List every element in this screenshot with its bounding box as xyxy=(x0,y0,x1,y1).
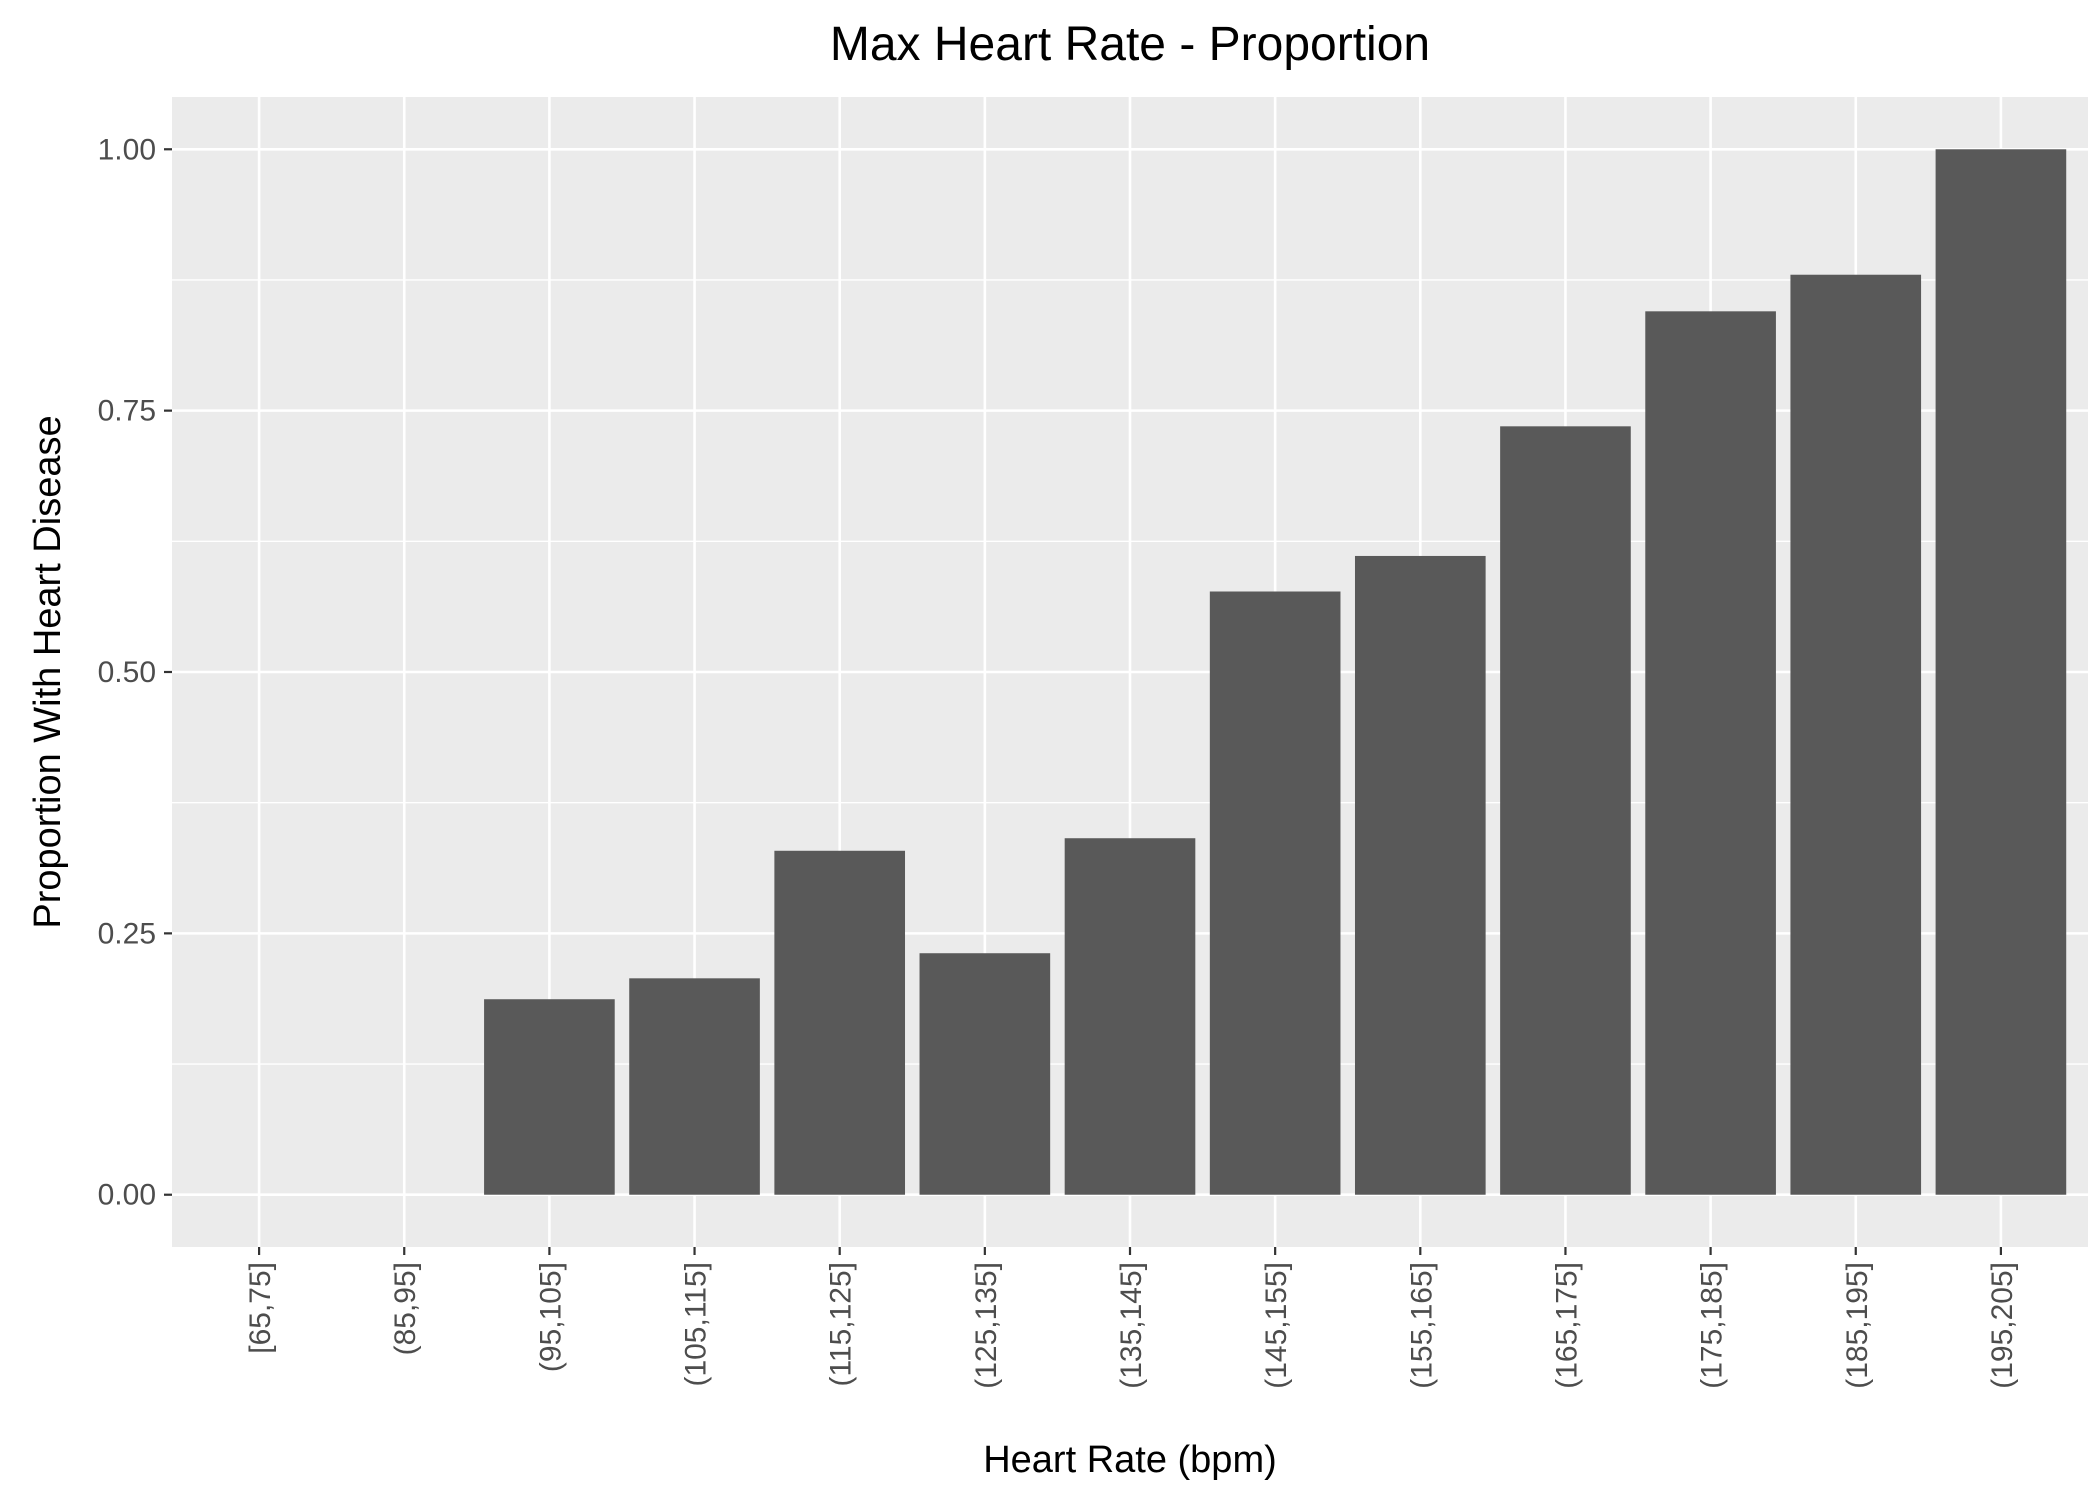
x-axis-title: Heart Rate (bpm) xyxy=(983,1439,1277,1481)
bar xyxy=(1354,555,1486,1195)
x-tick-label: (115,125] xyxy=(825,1262,858,1387)
bars xyxy=(484,149,2067,1195)
bar xyxy=(1645,311,1776,1195)
x-tick-label: (125,135] xyxy=(970,1262,1003,1389)
x-tick-label: (95,105] xyxy=(534,1262,567,1372)
x-tick-label: (175,185] xyxy=(1696,1262,1729,1389)
chart-title: Max Heart Rate - Proportion xyxy=(830,18,1430,71)
x-tick-label: [65,75] xyxy=(244,1262,277,1354)
x-tick-label: (155,165] xyxy=(1405,1262,1438,1389)
bar xyxy=(774,850,906,1195)
bar xyxy=(1064,838,1196,1195)
bar xyxy=(1935,149,2067,1195)
bar xyxy=(919,953,1051,1195)
x-tick-label: (145,155] xyxy=(1260,1262,1293,1389)
bar xyxy=(484,999,615,1195)
x-tick-label: (185,195] xyxy=(1841,1262,1874,1389)
x-tick-label: (85,95] xyxy=(389,1262,422,1355)
bar xyxy=(629,978,760,1195)
y-tick-label: 0.50 xyxy=(98,656,156,689)
y-tick-label: 1.00 xyxy=(98,133,156,166)
bar xyxy=(1500,426,1631,1195)
x-tick-label: (195,205] xyxy=(1986,1262,2019,1389)
y-tick-label: 0.00 xyxy=(98,1179,156,1212)
x-tick-label: (135,145] xyxy=(1115,1262,1148,1389)
y-tick-label: 0.25 xyxy=(98,917,156,950)
x-tick-label: (105,115] xyxy=(680,1262,713,1387)
bar xyxy=(1790,274,1922,1195)
y-axis-title: Proportion With Heart Disease xyxy=(27,415,69,928)
x-tick-label: (165,175] xyxy=(1550,1262,1583,1389)
bar xyxy=(1209,591,1341,1195)
y-tick-label: 0.75 xyxy=(98,395,156,428)
y-axis: 0.00 0.25 0.50 0.75 1.00 xyxy=(98,133,172,1212)
x-axis: [65,75] (85,95] (95,105] (105,115] (115,125]… xyxy=(244,1247,2019,1389)
